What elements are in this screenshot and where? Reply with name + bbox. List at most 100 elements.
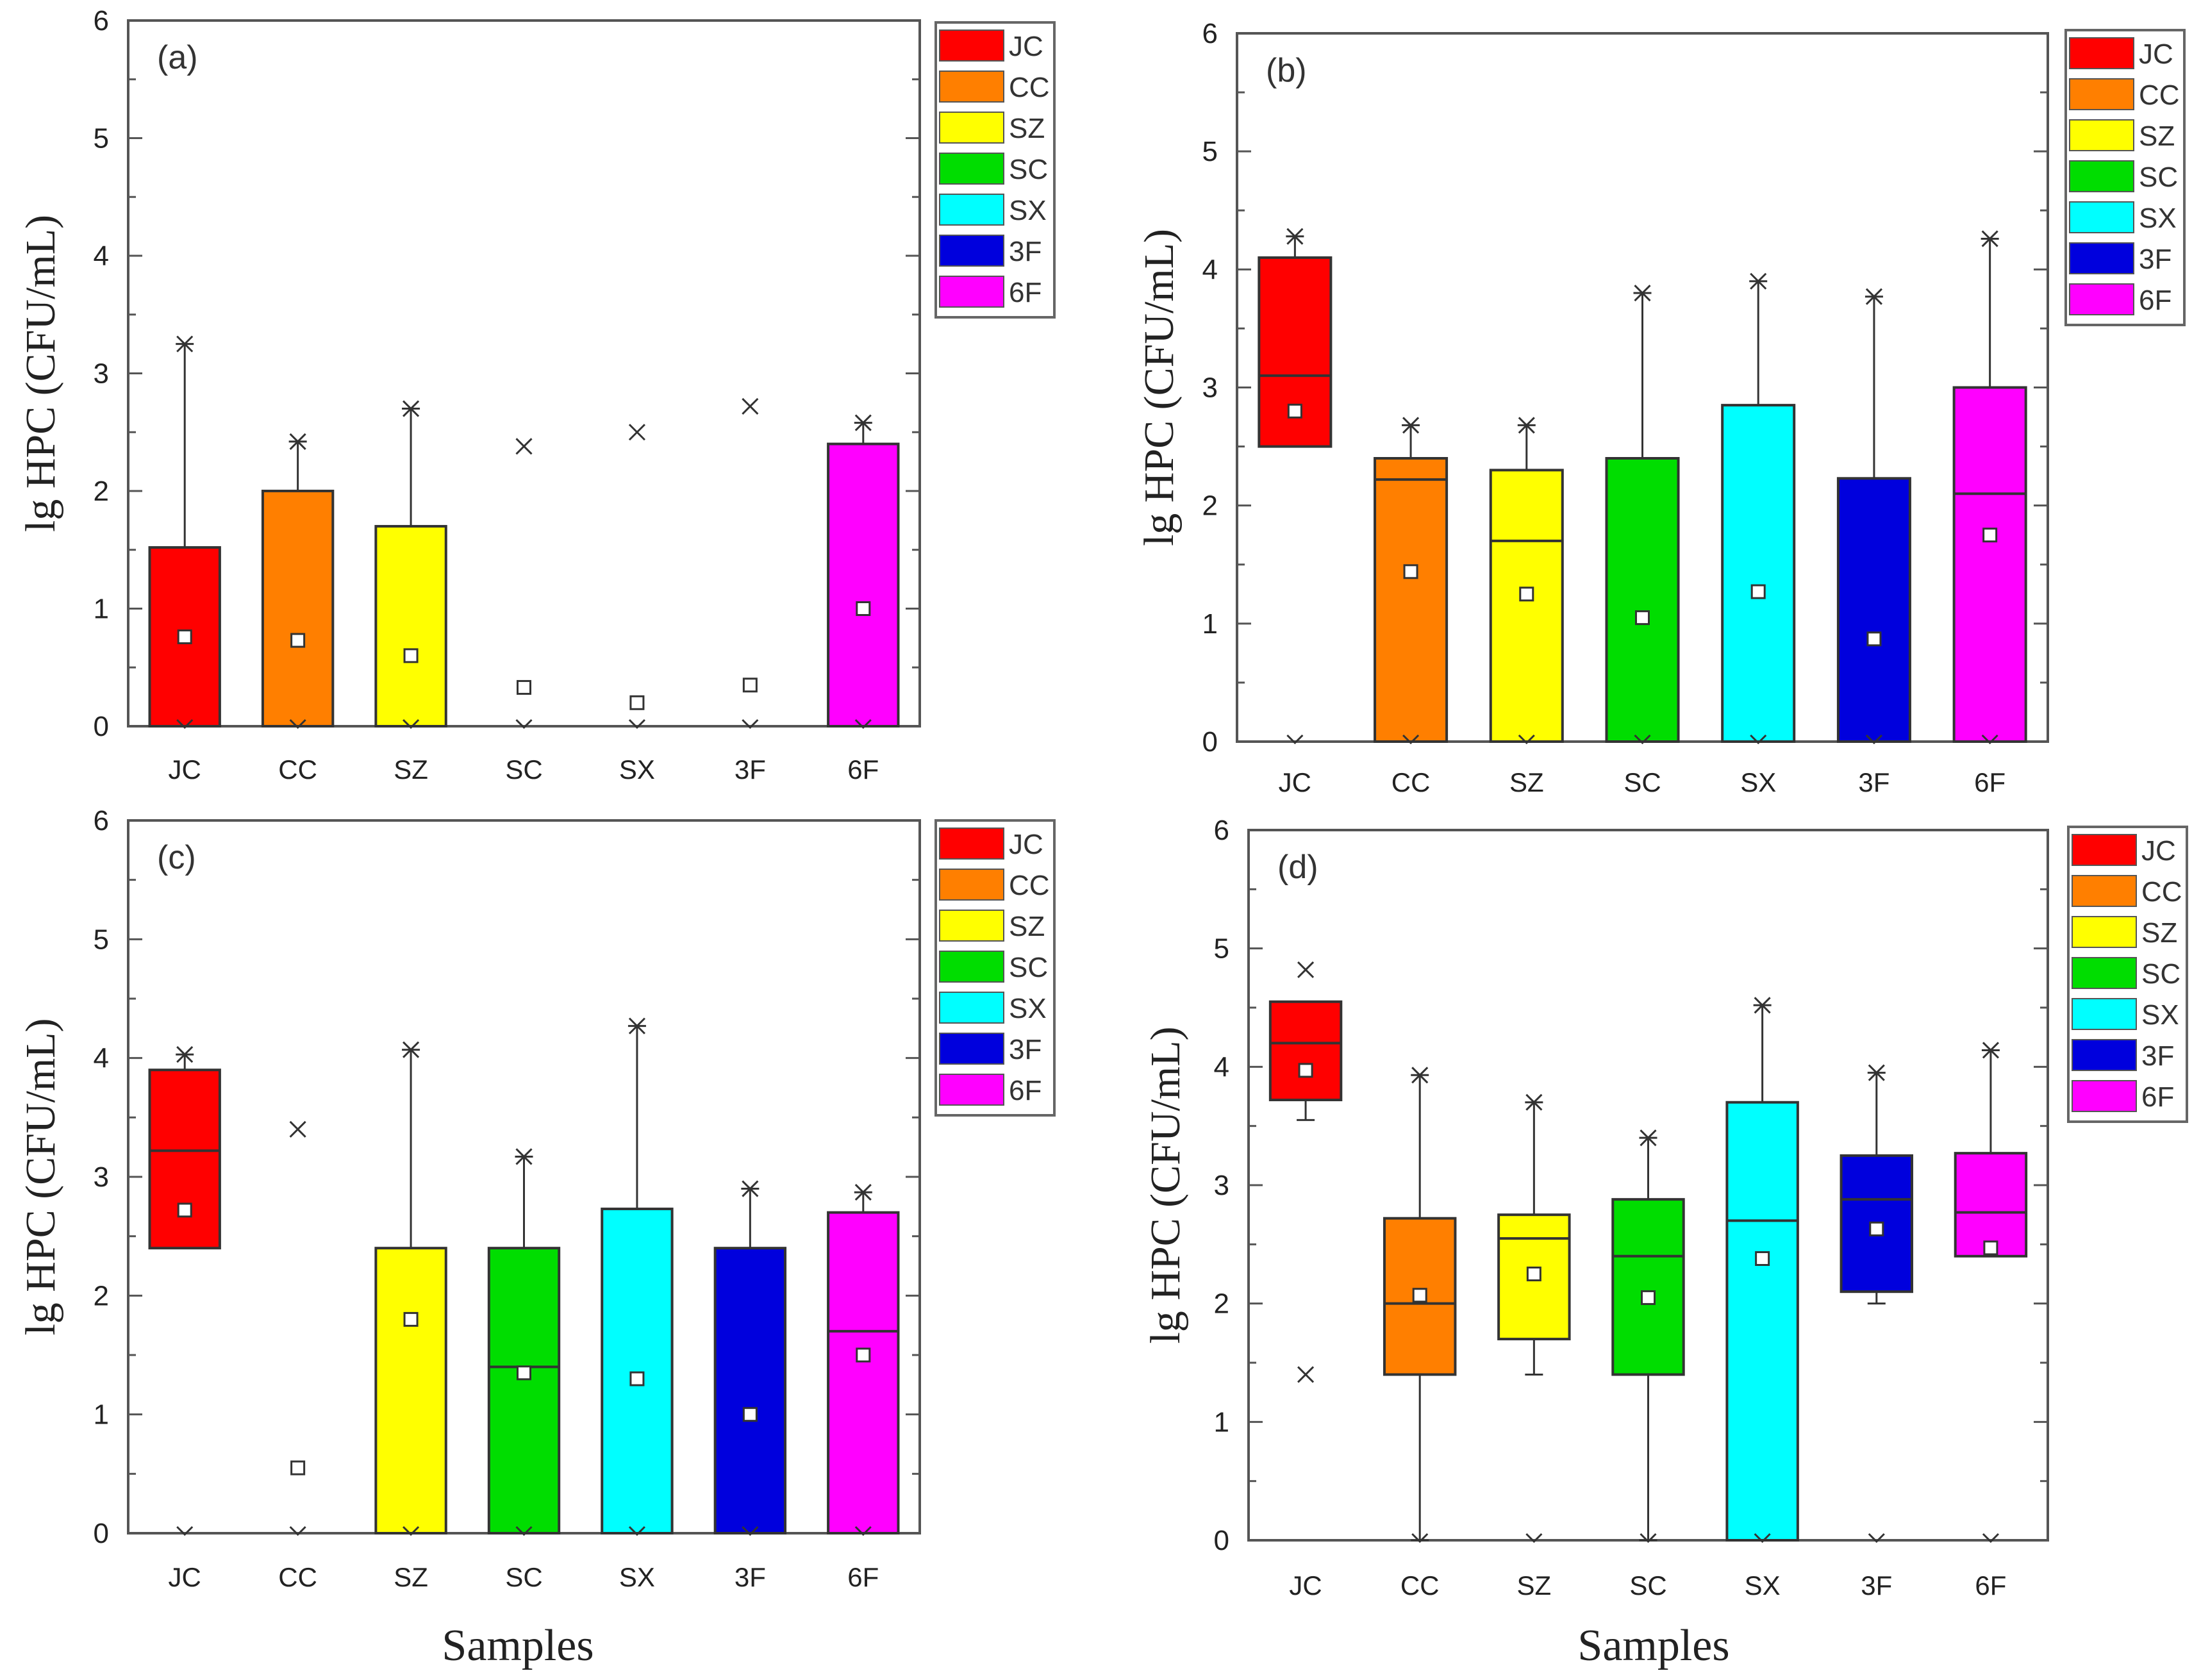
y-tick-label: 1	[94, 1399, 109, 1431]
x-tick-label: 3F	[735, 754, 766, 785]
box-6F: 6F	[827, 1184, 900, 1592]
mean-marker	[1869, 1221, 1884, 1236]
mean-marker	[629, 695, 645, 710]
box-3F: 3F	[1836, 288, 1911, 797]
min-marker	[289, 1526, 306, 1536]
mean-marker	[742, 1407, 758, 1422]
legend-label-CC: CC	[1009, 72, 1050, 103]
max-marker	[1640, 1129, 1657, 1147]
iqr-box	[1611, 1198, 1685, 1376]
y-tick-label: 5	[1202, 136, 1218, 167]
mean-marker	[1982, 528, 1998, 543]
y-tick-label: 2	[1202, 490, 1218, 522]
legend-swatch-SX	[939, 194, 1004, 226]
y-tick-label: 0	[94, 711, 109, 742]
mean-marker	[517, 679, 531, 695]
legend-label-SX: SX	[1009, 195, 1047, 226]
legend-label-CC: CC	[1009, 870, 1050, 901]
min-marker	[403, 1526, 420, 1536]
iqr-box	[1952, 386, 2027, 743]
mean-marker	[1403, 564, 1418, 579]
legend-label-SZ: SZ	[1009, 113, 1045, 144]
legend-swatch-JC	[2072, 834, 2137, 866]
max-marker	[1402, 417, 1420, 434]
box-SX: SX	[1725, 997, 1799, 1601]
mean-marker	[177, 629, 192, 645]
legend-label-6F: 6F	[1009, 1075, 1042, 1106]
panel-label: (c)	[157, 839, 196, 876]
max-marker	[1982, 1042, 1999, 1059]
mean-marker	[1641, 1290, 1656, 1305]
legend-swatch-SZ	[2069, 119, 2134, 151]
min-marker	[628, 719, 645, 729]
box-JC: JC	[1258, 228, 1333, 797]
x-tick-label: 3F	[1858, 767, 1890, 797]
legend-label-JC: JC	[2139, 38, 2173, 70]
box-CC: CC	[261, 433, 335, 785]
box-SC: SC	[505, 438, 543, 785]
y-axis-label: lg HPC (CFU/mL)	[1136, 229, 1183, 546]
legend-label-SZ: SZ	[1009, 911, 1045, 942]
legend-label-6F: 6F	[2141, 1081, 2174, 1113]
max-marker	[742, 1180, 759, 1197]
x-tick-label: CC	[1391, 767, 1431, 797]
max-marker	[742, 397, 759, 415]
y-tick-label: 5	[94, 924, 109, 955]
iqr-box	[1489, 469, 1564, 744]
legend-swatch-SZ	[939, 910, 1004, 942]
x-tick-label: SZ	[394, 754, 428, 785]
min-marker	[1982, 1533, 1999, 1543]
max-marker	[854, 414, 872, 431]
mean-marker	[1526, 1267, 1541, 1281]
mean-marker	[1866, 631, 1882, 647]
x-tick-label: SX	[619, 1562, 655, 1592]
max-marker	[289, 433, 306, 450]
box-SZ: SZ	[374, 400, 447, 785]
max-marker	[1865, 288, 1882, 305]
panel-label: (d)	[1277, 849, 1318, 886]
y-tick-label: 6	[94, 5, 109, 37]
max-marker	[854, 1184, 872, 1201]
y-tick-label: 0	[94, 1518, 109, 1549]
y-axis-label: lg HPC (CFU/mL)	[17, 1018, 64, 1335]
y-tick-label: 3	[1202, 372, 1218, 404]
legend-label-SX: SX	[2141, 999, 2179, 1031]
legend: JC CC SZ SC SX 3F 6F	[2067, 826, 2188, 1123]
x-tick-label: SC	[505, 754, 542, 785]
y-tick-label: 3	[1214, 1170, 1229, 1201]
max-marker	[628, 424, 645, 441]
min-marker	[1750, 734, 1767, 745]
plot-frame	[127, 19, 921, 728]
legend-label-3F: 3F	[2141, 1040, 2174, 1072]
max-marker	[403, 400, 420, 417]
box-JC: JC	[148, 1046, 221, 1592]
mean-marker	[742, 678, 758, 693]
min-marker	[176, 719, 194, 729]
legend-swatch-SC	[939, 153, 1004, 185]
x-axis-label: Samples	[1577, 1621, 1729, 1670]
box-SX: SX	[601, 1017, 674, 1592]
box-SC: SC	[1605, 285, 1680, 797]
legend-label-6F: 6F	[1009, 277, 1042, 308]
box-6F: 6F	[1952, 230, 2027, 797]
y-tick-label: 5	[1214, 933, 1229, 965]
panel-c: 0 1 2 3 4 5 6 lg HPC (CFU/mL) (c) JC CC SZ SC SX 3F 6F S…	[17, 805, 1056, 1670]
min-marker	[515, 1526, 533, 1536]
max-marker	[1297, 961, 1315, 978]
x-tick-label: 3F	[1861, 1570, 1892, 1601]
legend-swatch-SC	[939, 951, 1004, 983]
legend-swatch-3F	[939, 1033, 1004, 1065]
min-marker	[1868, 1533, 1885, 1543]
panel-label: (b)	[1266, 52, 1307, 89]
max-marker	[515, 1148, 533, 1165]
legend-swatch-CC	[939, 869, 1004, 901]
x-tick-label: CC	[278, 1562, 317, 1592]
y-tick-label: 3	[94, 1161, 109, 1193]
legend-label-SC: SC	[1009, 952, 1048, 983]
y-tick-label: 2	[94, 476, 109, 507]
min-marker	[1981, 734, 1998, 745]
mean-marker	[1983, 1240, 1998, 1256]
box-CC: CC	[1383, 1067, 1457, 1601]
